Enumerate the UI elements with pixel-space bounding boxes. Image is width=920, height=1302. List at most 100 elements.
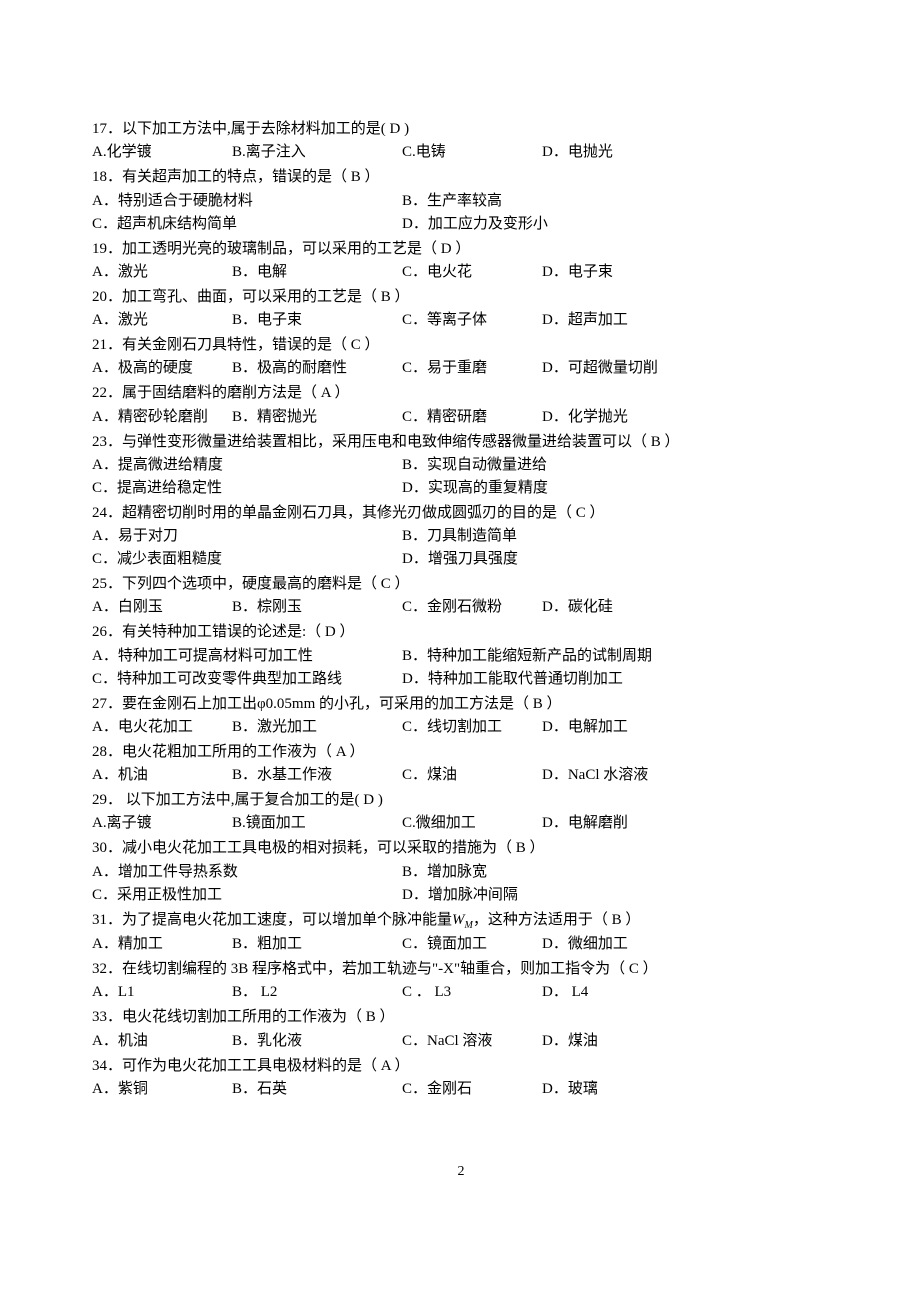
option: A．特种加工可提高材料可加工性 [92,645,313,668]
question-stem: 17．以下加工方法中,属于去除材料加工的是( D ) [92,118,830,141]
question-stem: 20．加工弯孔、曲面，可以采用的工艺是（ B ） [92,286,830,309]
option: A．紫铜 [92,1078,148,1101]
option: B．刀具制造简单 [402,525,517,548]
option: C．镜面加工 [402,933,487,956]
option: C．线切割加工 [402,716,502,739]
question-stem: 24．超精密切削时用的单晶金刚石刀具，其修光刃做成圆弧刃的目的是（ C ） [92,502,830,525]
question-number: 33． [92,1009,122,1025]
option: D．电子束 [542,261,613,284]
option: D．可超微量切削 [542,357,658,380]
question: 20．加工弯孔、曲面，可以采用的工艺是（ B ）A．激光B．电子束C．等离子体D… [92,286,830,332]
stem-text: 属于固结磨料的磨削方法是（ A ） [122,385,350,401]
question-stem: 31．为了提高电火花加工速度，可以增加单个脉冲能量WM，这种方法适用于（ B ） [92,909,830,934]
question: 26．有关特种加工错误的论述是:（ D ）A．特种加工可提高材料可加工性B．特种… [92,621,830,690]
question: 18．有关超声加工的特点，错误的是（ B ）A．特别适合于硬脆材料B．生产率较高… [92,166,830,235]
option: D．超声加工 [542,309,628,332]
question-number: 18． [92,169,122,185]
stem-text: 在线切割编程的 3B 程序格式中，若加工轨迹与"-X"轴重合，则加工指令为（ C… [122,961,658,977]
option: D．NaCl 水溶液 [542,764,648,787]
question: 33．电火花线切割加工所用的工作液为（ B ）A．机油B．乳化液C．NaCl 溶… [92,1006,830,1052]
page-number: 2 [92,1161,830,1183]
stem-text: 超精密切削时用的单晶金刚石刀具，其修光刃做成圆弧刃的目的是（ C ） [122,505,605,521]
option: B．电解 [232,261,287,284]
question-number: 23． [92,434,122,450]
question-stem: 22．属于固结磨料的磨削方法是（ A ） [92,382,830,405]
question: 27．要在金刚石上加工出φ0.05mm 的小孔，可采用的加工方法是（ B ）A．… [92,693,830,739]
question-number: 19． [92,241,122,257]
stem-text: 加工弯孔、曲面，可以采用的工艺是（ B ） [122,289,410,305]
option: B．乳化液 [232,1030,302,1053]
option: B．电子束 [232,309,302,332]
option: A．电火花加工 [92,716,193,739]
question-stem: 28．电火花粗加工所用的工作液为（ A ） [92,741,830,764]
question: 24．超精密切削时用的单晶金刚石刀具，其修光刃做成圆弧刃的目的是（ C ）A．易… [92,502,830,571]
question: 34．可作为电火花加工工具电极材料的是（ A ）A．紫铜B．石英C．金刚石D．玻… [92,1055,830,1101]
page-body: 17．以下加工方法中,属于去除材料加工的是( D )A.化学镀B.离子注入C.电… [0,0,920,1242]
option: B.离子注入 [232,141,306,164]
question-stem: 19．加工透明光亮的玻璃制品，可以采用的工艺是（ D ） [92,238,830,261]
option: C．精密研磨 [402,406,487,429]
stem-text: 减小电火花加工工具电极的相对损耗，可以采取的措施为（ B ） [122,840,545,856]
option: B．水基工作液 [232,764,332,787]
option: D．电解加工 [542,716,628,739]
question: 30．减小电火花加工工具电极的相对损耗，可以采取的措施为（ B ）A．增加工件导… [92,837,830,906]
question-number: 30． [92,840,122,856]
stem-text: 以下加工方法中,属于去除材料加工的是( D ) [122,121,409,137]
option: B.镜面加工 [232,812,306,835]
option: C．金刚石微粉 [402,596,502,619]
option: C．特种加工可改变零件典型加工路线 [92,668,342,691]
option: D．加工应力及变形小 [402,213,548,236]
option: A．白刚玉 [92,596,163,619]
question-stem: 29． 以下加工方法中,属于复合加工的是( D ) [92,789,830,812]
option: D． L4 [542,981,588,1004]
stem-text: 要在金刚石上加工出φ0.05mm 的小孔，可采用的加工方法是（ B ） [122,696,562,712]
stem-text: 与弹性变形微量进给装置相比，采用压电和电致伸缩传感器微量进给装置可以（ B ） [122,434,680,450]
option: D．微细加工 [542,933,628,956]
option: C．易于重磨 [402,357,487,380]
question-stem: 30．减小电火花加工工具电极的相对损耗，可以采取的措施为（ B ） [92,837,830,860]
option: C.电铸 [402,141,446,164]
option: D．化学抛光 [542,406,628,429]
option: C ． L3 [402,981,451,1004]
question-number: 28． [92,744,122,760]
question-stem: 34．可作为电火花加工工具电极材料的是（ A ） [92,1055,830,1078]
question-stem: 23．与弹性变形微量进给装置相比，采用压电和电致伸缩传感器微量进给装置可以（ B… [92,431,830,454]
option: A．激光 [92,261,148,284]
question: 21．有关金刚石刀具特性，错误的是（ C ）A．极高的硬度B．极高的耐磨性C．易… [92,334,830,380]
question: 29． 以下加工方法中,属于复合加工的是( D )A.离子镀 B.镜面加工 C.微细… [92,789,830,835]
question: 19．加工透明光亮的玻璃制品，可以采用的工艺是（ D ）A．激光B．电解C．电火… [92,238,830,284]
stem-text: 有关特种加工错误的论述是:（ D ） [122,624,355,640]
question-number: 29． [92,792,122,808]
question-number: 31． [92,912,122,928]
option: B． L2 [232,981,277,1004]
option: A．机油 [92,1030,148,1053]
stem-text: 加工透明光亮的玻璃制品，可以采用的工艺是（ D ） [122,241,470,257]
option: D．碳化硅 [542,596,613,619]
option: B．石英 [232,1078,287,1101]
question-number: 21． [92,337,122,353]
question-stem: 25．下列四个选项中，硬度最高的磨料是（ C ） [92,573,830,596]
question-stem: 32．在线切割编程的 3B 程序格式中，若加工轨迹与"-X"轴重合，则加工指令为… [92,958,830,981]
option: B．实现自动微量进给 [402,454,547,477]
question-number: 20． [92,289,122,305]
option: A．激光 [92,309,148,332]
option: C．NaCl 溶液 [402,1030,492,1053]
option: A．精密砂轮磨削 [92,406,208,429]
question-number: 17． [92,121,122,137]
option: A．特别适合于硬脆材料 [92,190,253,213]
option: B．极高的耐磨性 [232,357,347,380]
stem-text: 可作为电火花加工工具电极材料的是（ A ） [122,1058,410,1074]
option: D．玻璃 [542,1078,598,1101]
question-number: 25． [92,576,122,592]
option: A．L1 [92,981,135,1004]
option: D．实现高的重复精度 [402,477,548,500]
option: A．增加工件导热系数 [92,861,238,884]
option: C．电火花 [402,261,472,284]
option: C．等离子体 [402,309,487,332]
option: A.离子镀 [92,812,152,835]
question-number: 24． [92,505,122,521]
question: 28．电火花粗加工所用的工作液为（ A ）A．机油B．水基工作液C．煤油D．Na… [92,741,830,787]
question-stem: 21．有关金刚石刀具特性，错误的是（ C ） [92,334,830,357]
option: A．提高微进给精度 [92,454,223,477]
option: C.微细加工 [402,812,476,835]
